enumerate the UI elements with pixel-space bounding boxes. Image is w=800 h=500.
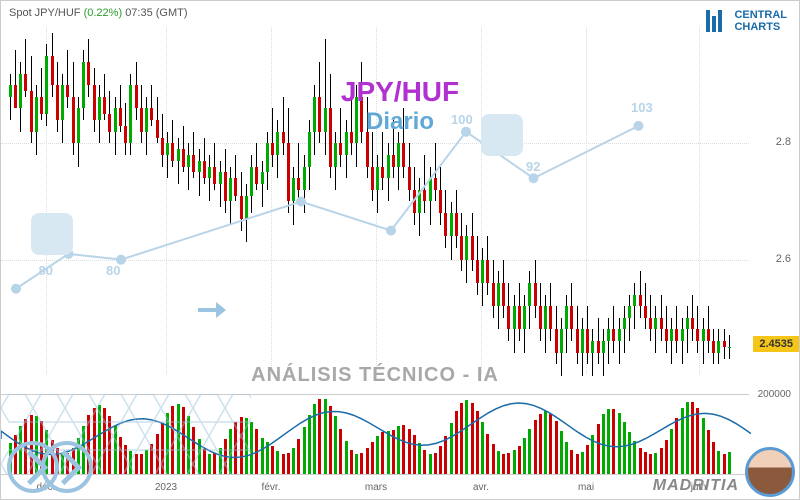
x-tick-label: 2023 — [155, 482, 177, 493]
pair-title: JPY/HUF — [341, 76, 459, 108]
pct-change: (0.22%) — [84, 7, 123, 19]
watermark-chart-icon — [481, 114, 523, 156]
watermark-value: 103 — [631, 100, 653, 115]
author-watermark: MADRITIA — [653, 477, 739, 495]
watermark-chart-icon — [31, 213, 73, 255]
watermark-arrow-icon — [189, 289, 231, 331]
symbol-label: Spot JPY/HUF — [9, 7, 81, 19]
volume-tick-label: 200000 — [758, 389, 791, 400]
watermark-value: 80 — [39, 263, 53, 278]
chart-title-overlay: JPY/HUF Diario — [341, 76, 459, 136]
x-tick-label: mai — [578, 482, 594, 493]
period-title: Diario — [341, 108, 459, 136]
last-price-badge: 2.4535 — [753, 336, 799, 352]
watermark-value: 92 — [526, 159, 540, 174]
timestamp: 07:35 (GMT) — [125, 7, 187, 19]
x-tick-label: févr. — [262, 482, 281, 493]
y-tick-label: 2.6 — [776, 253, 791, 265]
logo-text: CENTRALCHARTS — [734, 9, 787, 33]
analysis-watermark: ANÁLISIS TÉCNICO - IA — [1, 364, 749, 394]
nav-next-icon[interactable] — [41, 441, 93, 493]
chart-header: Spot JPY/HUF (0.22%) 07:35 (GMT) — [9, 7, 188, 19]
brand-logo: CENTRALCHARTS — [706, 9, 787, 33]
x-tick-label: avr. — [473, 482, 489, 493]
price-y-axis: 2.6 2.8 — [749, 27, 799, 374]
logo-bars-icon — [706, 10, 728, 32]
y-tick-label: 2.8 — [776, 136, 791, 148]
author-avatar-icon[interactable] — [745, 447, 795, 497]
x-tick-label: mars — [365, 482, 387, 493]
time-x-axis: déc.2023févr.marsavr.maijuin — [1, 474, 749, 499]
watermark-value: 80 — [106, 263, 120, 278]
